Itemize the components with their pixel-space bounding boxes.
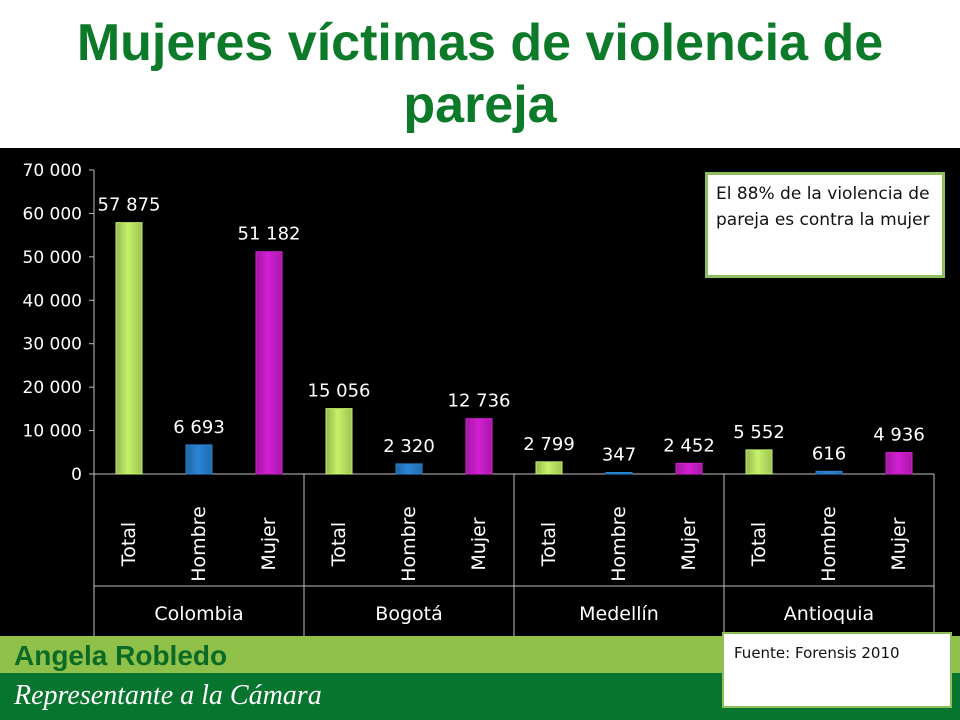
source-box: Fuente: Forensis 2010 xyxy=(722,632,952,708)
annotation-box: El 88% de la violencia de pareja es cont… xyxy=(705,172,945,278)
y-tick-label: 30 000 xyxy=(23,335,82,355)
data-label: 2 452 xyxy=(663,435,715,456)
y-tick-label: 40 000 xyxy=(23,291,82,311)
category-label: Mujer xyxy=(888,517,910,570)
bar-medellín-total xyxy=(535,461,563,475)
data-label: 347 xyxy=(602,444,636,465)
y-tick-label: 20 000 xyxy=(23,378,82,398)
bar-antioquia-mujer xyxy=(885,452,913,475)
bar-antioquia-hombre xyxy=(815,470,843,475)
data-label: 15 056 xyxy=(308,381,371,402)
category-label: Total xyxy=(748,522,770,567)
slide-title: Mujeres víctimas de violencia de pareja xyxy=(76,14,884,134)
y-tick-label: 10 000 xyxy=(23,422,82,442)
y-tick-label: 50 000 xyxy=(23,248,82,268)
data-label: 12 736 xyxy=(448,391,511,412)
bar-antioquia-total xyxy=(745,449,773,475)
data-label: 2 799 xyxy=(523,434,575,455)
data-label: 4 936 xyxy=(873,425,925,446)
bar-bogotá-total xyxy=(325,408,353,475)
category-label: Total xyxy=(328,522,350,567)
data-label: 616 xyxy=(812,443,846,464)
bar-colombia-hombre xyxy=(185,444,213,475)
y-tick-label: 0 xyxy=(71,465,82,485)
data-label: 57 875 xyxy=(98,195,161,216)
category-label: Mujer xyxy=(468,517,490,570)
bar-chart: 0 10 000 20 000 30 000 40 000 50 000 60 000 70 … xyxy=(23,161,935,636)
presenter-name: Angela Robledo xyxy=(14,640,228,671)
group-label: Medellín xyxy=(579,603,659,625)
category-label: Hombre xyxy=(608,506,630,582)
category-label: Mujer xyxy=(258,517,280,570)
category-label: Hombre xyxy=(398,506,420,582)
data-label: 2 320 xyxy=(383,436,435,457)
bar-medellín-mujer xyxy=(675,462,703,475)
slide-title-container: Mujeres víctimas de violencia de pareja xyxy=(0,0,960,148)
group-label: Bogotá xyxy=(375,603,442,625)
y-tick-label: 70 000 xyxy=(23,161,82,181)
category-label: Mujer xyxy=(678,517,700,570)
bar-bogotá-mujer xyxy=(465,418,493,475)
bar-bogotá-hombre xyxy=(395,463,423,475)
bar-colombia-total xyxy=(115,222,143,475)
group-label: Colombia xyxy=(154,603,243,625)
category-label: Total xyxy=(118,522,140,567)
y-tick-label: 60 000 xyxy=(23,204,82,224)
data-label: 5 552 xyxy=(733,422,785,443)
data-label: 51 182 xyxy=(238,224,301,245)
bar-medellín-hombre xyxy=(605,471,633,475)
category-label: Hombre xyxy=(818,506,840,582)
group-label: Antioquia xyxy=(784,603,874,625)
category-label: Total xyxy=(538,522,560,567)
presenter-role: Representante a la Cámara xyxy=(14,680,322,711)
bar-colombia-mujer xyxy=(255,251,283,475)
data-label: 6 693 xyxy=(173,417,225,438)
category-label: Hombre xyxy=(188,506,210,582)
